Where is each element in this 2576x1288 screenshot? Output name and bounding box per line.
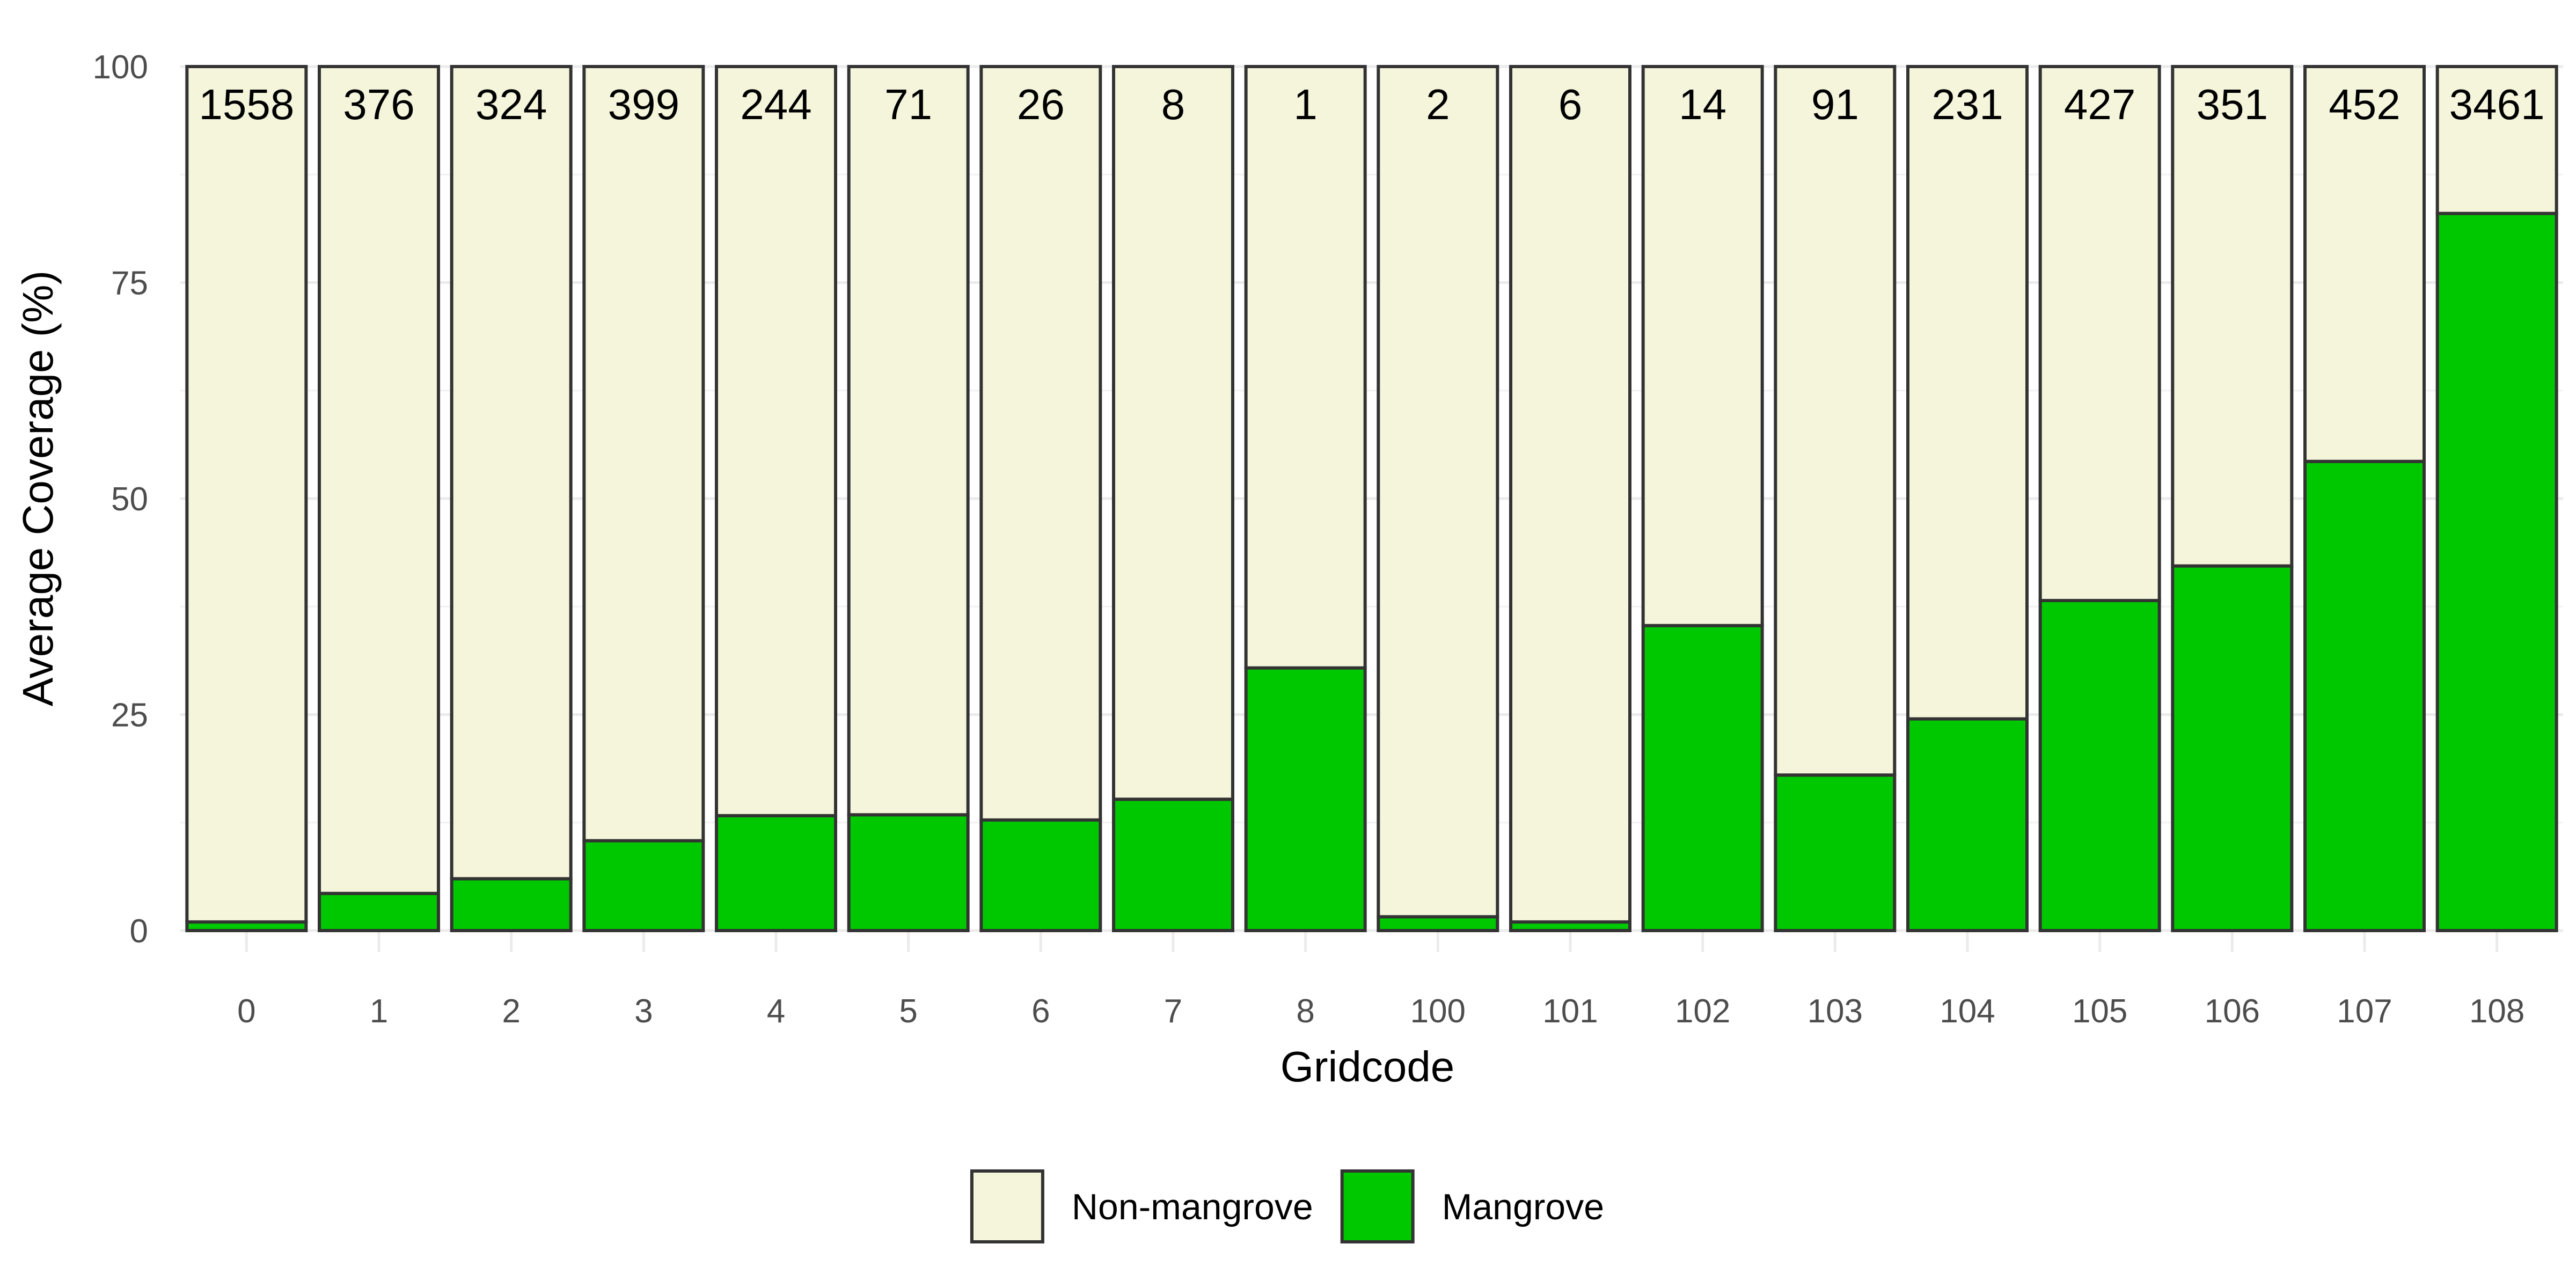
- mangrove-bar: [582, 839, 705, 933]
- non-mangrove-bar: [715, 65, 837, 817]
- x-tick-label: 101: [1542, 993, 1598, 1030]
- x-tick-label: 102: [1675, 993, 1730, 1030]
- bar-count-label: 427: [2064, 80, 2135, 128]
- non-mangrove-bar: [1112, 65, 1234, 801]
- x-tick-label: 5: [899, 993, 917, 1030]
- legend-label-mangrove: Mangrove: [1442, 1187, 1604, 1227]
- non-mangrove-bar: [185, 65, 308, 924]
- mangrove-bar: [1641, 624, 1764, 933]
- mangrove-bar: [2435, 211, 2558, 933]
- bar-count-label: 376: [343, 80, 414, 128]
- mangrove-bar: [1244, 666, 1367, 933]
- non-mangrove-bar: [2303, 65, 2426, 463]
- bar-count-label: 6: [1558, 80, 1583, 128]
- non-mangrove-bar: [1244, 65, 1367, 670]
- non-mangrove-bar: [847, 65, 970, 817]
- non-mangrove-bar: [582, 65, 705, 843]
- mangrove-bar: [715, 814, 837, 932]
- bar-count-label: 399: [608, 80, 679, 128]
- bar-count-label: 8: [1161, 80, 1185, 128]
- mangrove-bar: [2038, 598, 2161, 932]
- x-tick-label: 103: [1807, 993, 1863, 1030]
- x-tick-label: 0: [237, 993, 255, 1030]
- bar-count-label: 71: [884, 80, 932, 128]
- bar-count-label: 3461: [2449, 80, 2545, 128]
- x-axis: 0 1 2 3 4 5 6 7 8 100 101 102 103 104 105 106 107 108: [237, 993, 2524, 1030]
- non-mangrove-bar: [1906, 65, 2029, 721]
- non-mangrove-bar: [318, 65, 440, 895]
- x-tick-label: 6: [1031, 993, 1050, 1030]
- mangrove-bar: [1112, 797, 1234, 933]
- bar-count-label: 14: [1679, 80, 1726, 128]
- x-tick-label: 106: [2205, 993, 2260, 1030]
- non-mangrove-bar: [2171, 65, 2294, 568]
- non-mangrove-bar: [450, 65, 573, 881]
- legend-key-mangrove: [1340, 1169, 1415, 1243]
- mangrove-bar: [1774, 773, 1897, 932]
- bar-count-label: 26: [1017, 80, 1065, 128]
- x-tick-label: 104: [1940, 993, 1995, 1030]
- y-tick-label: 50: [111, 481, 148, 518]
- bar-count-label: 452: [2329, 80, 2400, 128]
- bar-count-label: 1: [1293, 80, 1318, 128]
- non-mangrove-bar: [2435, 65, 2558, 215]
- x-tick-label: 1: [370, 993, 388, 1030]
- mangrove-bar: [1377, 915, 1499, 932]
- y-tick-label: 25: [111, 697, 148, 734]
- legend: Non-mangrove Mangrove: [970, 1169, 1604, 1243]
- non-mangrove-bar: [1377, 65, 1499, 919]
- bar-count-labels: 1558 376 324 399 244 71 26 8 1 2 6 14 91 231 427 351 452…: [199, 80, 2544, 128]
- non-mangrove-bar: [1509, 65, 1631, 924]
- mangrove-bar: [2303, 459, 2426, 932]
- x-tick-label: 7: [1164, 993, 1182, 1030]
- legend-key-non-mangrove: [970, 1169, 1044, 1243]
- mangrove-bar: [2171, 564, 2294, 932]
- legend-label-non-mangrove: Non-mangrove: [1072, 1187, 1313, 1227]
- non-mangrove-bar: [2038, 65, 2161, 602]
- mangrove-bar: [318, 891, 440, 933]
- mangrove-bar: [450, 877, 573, 933]
- x-tick-label: 108: [2469, 993, 2524, 1030]
- x-tick-label: 3: [634, 993, 653, 1030]
- x-tick-label: 107: [2337, 993, 2392, 1030]
- non-mangrove-bar: [979, 65, 1102, 822]
- x-axis-title: Gridcode: [1280, 1043, 1455, 1091]
- bar-count-label: 231: [1931, 80, 2003, 128]
- bar-count-label: 351: [2197, 80, 2268, 128]
- bar-count-label: 1558: [199, 80, 294, 128]
- x-tick-label: 100: [1410, 993, 1466, 1030]
- mangrove-bar: [1906, 717, 2029, 933]
- bars: [185, 65, 2558, 933]
- y-axis-title: Average Coverage (%): [14, 270, 62, 706]
- non-mangrove-bar: [1641, 65, 1764, 627]
- non-mangrove-bar: [1774, 65, 1897, 777]
- y-tick-label: 100: [93, 49, 148, 86]
- bar-count-label: 244: [740, 80, 811, 128]
- x-tick-label: 4: [767, 993, 785, 1030]
- y-axis: 0 25 50 75 100: [93, 49, 148, 950]
- x-tick-label: 105: [2072, 993, 2127, 1030]
- mangrove-bar: [847, 813, 970, 933]
- x-tick-label: 2: [502, 993, 520, 1030]
- bar-count-label: 2: [1426, 80, 1450, 128]
- y-tick-label: 0: [130, 913, 148, 950]
- x-tick-label: 8: [1296, 993, 1314, 1030]
- y-tick-label: 75: [111, 265, 148, 302]
- bar-count-label: 324: [475, 80, 547, 128]
- mangrove-bar: [979, 818, 1102, 933]
- bar-count-label: 91: [1811, 80, 1859, 128]
